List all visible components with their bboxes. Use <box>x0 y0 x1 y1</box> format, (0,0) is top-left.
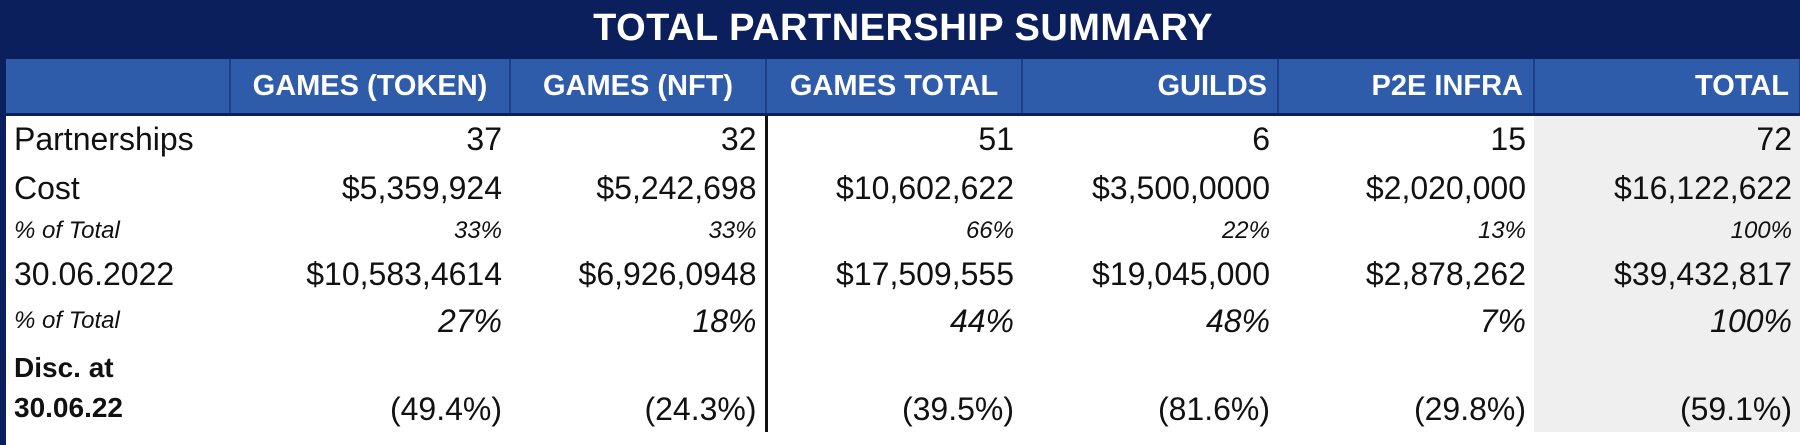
header-games-nft: GAMES (NFT) <box>510 56 767 116</box>
header-games-total: GAMES TOTAL <box>766 56 1023 116</box>
row-partnerships: Partnerships 37 32 51 6 15 72 <box>6 114 1800 164</box>
header-row: GAMES (TOKEN) GAMES (NFT) GAMES TOTAL GU… <box>6 56 1800 116</box>
row-label: % of Total <box>14 307 120 334</box>
row-label: Disc. at 30.06.22 <box>14 351 123 423</box>
cell-games-nft: 33% <box>510 212 768 250</box>
cell-games-total: (39.5%) <box>901 390 1014 427</box>
cell-guilds: 48% <box>1205 302 1270 339</box>
cell-games-token: (49.4%) <box>389 390 502 427</box>
cell-total: $39,432,817 <box>1534 249 1800 299</box>
cell-games-total: 44% <box>949 302 1014 339</box>
row-discount: Disc. at 30.06.22 (49.4%) (24.3%) (39.5%… <box>6 343 1800 432</box>
cell-p2e-infra: $2,878,262 <box>1365 255 1526 292</box>
cell-total: 72 <box>1534 114 1800 164</box>
cell-games-token: 37 <box>466 121 502 158</box>
row-cost-pct: % of Total 33% 33% 66% 22% 13% 100% <box>6 212 1800 250</box>
cell-games-nft: (24.3%) <box>510 343 768 432</box>
row-label: Cost <box>14 169 80 206</box>
cell-guilds: (81.6%) <box>1157 390 1270 427</box>
cell-p2e-infra: 13% <box>1477 217 1526 244</box>
cell-total: 100% <box>1534 212 1800 250</box>
cell-guilds: 22% <box>1221 217 1270 244</box>
cell-games-nft: $5,242,698 <box>510 163 768 213</box>
cell-games-token: $10,583,4614 <box>306 255 502 292</box>
cell-games-nft: 18% <box>510 298 768 344</box>
row-valuation-date: 30.06.2022 $10,583,4614 $6,926,0948 $17,… <box>6 249 1800 299</box>
cell-games-nft: $6,926,0948 <box>510 249 768 299</box>
row-label: 30.06.2022 <box>14 255 175 292</box>
header-total: TOTAL <box>1534 56 1800 116</box>
row-valuation-pct: % of Total 27% 18% 44% 48% 7% 100% <box>6 298 1800 344</box>
cell-games-token: $5,359,924 <box>341 169 502 206</box>
cell-p2e-infra: 7% <box>1479 302 1526 339</box>
cell-games-nft: 32 <box>510 114 768 164</box>
cell-games-token: 27% <box>437 302 502 339</box>
header-guilds: GUILDS <box>1022 56 1279 116</box>
row-label: Partnerships <box>14 121 194 158</box>
cell-games-total: $17,509,555 <box>836 255 1014 292</box>
summary-table: GAMES (TOKEN) GAMES (NFT) GAMES TOTAL GU… <box>6 56 1800 432</box>
table-title: TOTAL PARTNERSHIP SUMMARY <box>6 0 1800 56</box>
cell-guilds: 6 <box>1252 121 1270 158</box>
cell-guilds: $3,500,0000 <box>1092 169 1270 206</box>
cell-total: (59.1%) <box>1534 343 1800 432</box>
cell-total: 100% <box>1534 298 1800 344</box>
row-label: % of Total <box>14 217 120 244</box>
cell-games-total: 66% <box>965 217 1014 244</box>
cell-games-token: 33% <box>453 217 502 244</box>
cell-games-total: $10,602,622 <box>836 169 1014 206</box>
cell-p2e-infra: (29.8%) <box>1413 390 1526 427</box>
header-p2e-infra: P2E INFRA <box>1278 56 1535 116</box>
cell-p2e-infra: $2,020,000 <box>1365 169 1526 206</box>
row-cost: Cost $5,359,924 $5,242,698 $10,602,622 $… <box>6 163 1800 213</box>
cell-guilds: $19,045,000 <box>1092 255 1270 292</box>
header-games-token: GAMES (TOKEN) <box>230 56 511 116</box>
header-blank <box>6 56 231 116</box>
cell-total: $16,122,622 <box>1534 163 1800 213</box>
cell-p2e-infra: 15 <box>1490 121 1526 158</box>
cell-games-total: 51 <box>978 121 1014 158</box>
